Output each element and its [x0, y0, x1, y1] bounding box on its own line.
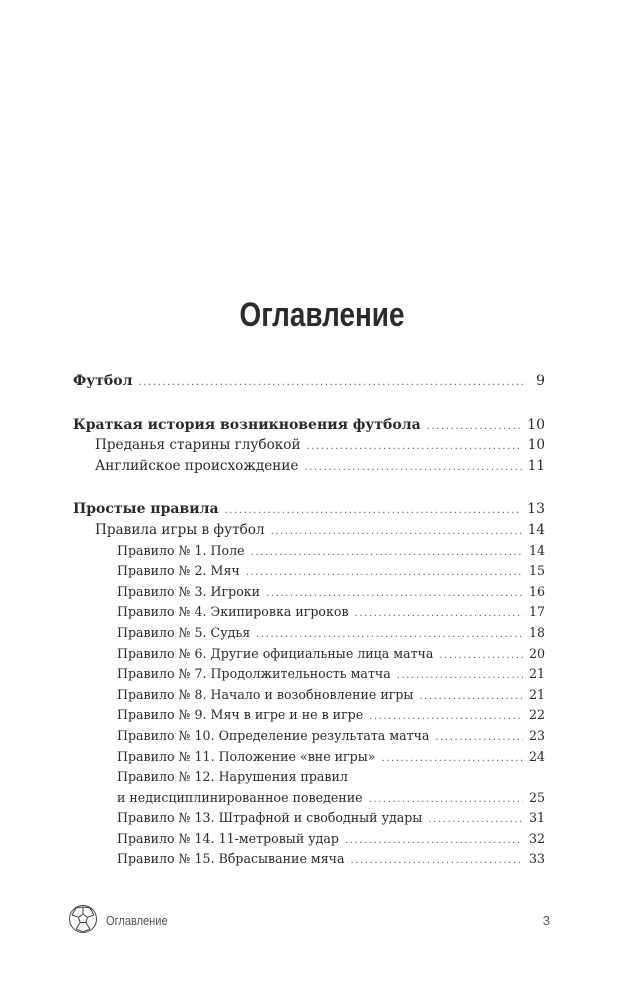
toc-entry[interactable]: Правило № 8. Начало и возобновление игры… — [73, 685, 545, 706]
toc-entry-label: Преданья старины глубокой — [95, 437, 301, 454]
toc-page-number: 17 — [528, 604, 545, 620]
toc-entry-label: Правило № 4. Экипировка игроков — [117, 604, 349, 620]
toc-page-number: 11 — [527, 457, 545, 474]
page-title: Оглавление — [239, 296, 405, 334]
toc-entry-label: Правило № 5. Судья — [117, 624, 251, 640]
soccer-ball-icon — [68, 904, 98, 937]
page-footer: Оглавление 3 — [68, 904, 550, 937]
dot-leader — [251, 543, 523, 564]
toc-entry-label: и недисциплинированное поведение — [117, 789, 363, 805]
dot-leader — [397, 666, 523, 687]
toc-entry-label: Правило № 7. Продолжительность матча — [117, 666, 391, 682]
toc-page-number: 22 — [528, 707, 545, 723]
toc-entry-label: Краткая история возникновения футбола — [73, 416, 421, 433]
toc-entry[interactable]: Английское происхождение 11 — [73, 456, 545, 477]
toc-page-number: 14 — [528, 542, 545, 558]
dot-leader — [271, 522, 522, 543]
footer-section-title: Оглавление — [106, 912, 168, 928]
toc-entry[interactable]: Правило № 12. Нарушения правил — [73, 767, 545, 788]
toc-page-number: 10 — [527, 416, 545, 433]
toc-entry[interactable]: Правило № 14. 11-метровый удар 32 — [73, 829, 545, 850]
toc-page-number: 33 — [528, 851, 545, 867]
dot-leader — [246, 563, 523, 584]
toc-entry-label: Правило № 12. Нарушения правил — [117, 769, 348, 785]
dot-leader — [427, 417, 522, 438]
toc-page-number: 20 — [528, 645, 545, 661]
dot-leader — [345, 831, 523, 852]
toc-entry[interactable]: Правило № 10. Определение результата мат… — [73, 726, 545, 747]
toc-entry-label: Правило № 3. Игроки — [117, 583, 261, 599]
dot-leader — [435, 728, 523, 749]
toc-entry[interactable]: Правило № 15. Вбрасывание мяча 33 — [73, 849, 545, 870]
toc-page-number: 21 — [528, 686, 545, 702]
toc-entry-label: Правило № 14. 11-метровый удар — [117, 830, 339, 846]
toc-page-number: 10 — [527, 437, 545, 454]
table-of-contents: Футбол 9 Краткая история возникновения фут… — [73, 371, 545, 870]
page-number: 3 — [542, 912, 550, 928]
toc-entry[interactable]: Правило № 1. Поле 14 — [73, 541, 545, 562]
toc-page-number: 21 — [528, 666, 545, 682]
dot-leader — [369, 707, 523, 728]
toc-entry[interactable]: Правило № 11. Положение «вне игры» 24 — [73, 747, 545, 768]
dot-leader — [138, 373, 525, 394]
toc-entry[interactable]: Простые правила 13 — [73, 499, 545, 520]
toc-entry-label: Правило № 11. Положение «вне игры» — [117, 748, 376, 764]
toc-entry[interactable]: Краткая история возникновения футбола 10 — [73, 415, 545, 436]
toc-entry-label: Правило № 1. Поле — [117, 542, 245, 558]
toc-entry-label: Правило № 10. Определение результата мат… — [117, 727, 430, 743]
dot-leader — [428, 810, 523, 831]
toc-page-number: 32 — [528, 830, 545, 846]
dot-leader — [304, 458, 521, 479]
toc-entry[interactable]: Правило № 9. Мяч в игре и не в игре 22 — [73, 705, 545, 726]
dot-leader — [369, 790, 523, 811]
toc-page-number: 15 — [528, 563, 545, 579]
toc-page-number: 23 — [528, 727, 545, 743]
dot-leader — [266, 584, 523, 605]
toc-page-number: 16 — [528, 583, 545, 599]
toc-entry-label: Правило № 8. Начало и возобновление игры — [117, 686, 414, 702]
toc-page-number: 9 — [536, 373, 545, 389]
dot-leader — [307, 437, 522, 458]
dot-leader — [225, 501, 522, 522]
toc-entry[interactable]: Правило № 5. Судья 18 — [73, 623, 545, 644]
toc-entry-label: Футбол — [73, 373, 133, 389]
toc-entry-label: Правило № 13. Штрафной и свободный удары — [117, 810, 423, 826]
dot-leader — [419, 687, 523, 708]
toc-entry[interactable]: Преданья старины глубокой 10 — [73, 435, 545, 456]
toc-page-number: 24 — [528, 748, 545, 764]
toc-entry-label: Правила игры в футбол — [95, 521, 265, 538]
toc-entry[interactable]: и недисциплинированное поведение 25 — [73, 788, 545, 809]
toc-page-number: 13 — [527, 501, 545, 518]
toc-entry-label: Простые правила — [73, 501, 219, 518]
toc-entry[interactable]: Футбол 9 — [73, 371, 545, 392]
toc-entry[interactable]: Правила игры в футбол 14 — [73, 520, 545, 541]
toc-entry[interactable]: Правило № 6. Другие официальные лица мат… — [73, 644, 545, 665]
dot-leader — [439, 646, 523, 667]
toc-entry-label: Правило № 2. Мяч — [117, 563, 240, 579]
dot-leader — [355, 604, 523, 625]
toc-page-number: 25 — [528, 789, 545, 805]
toc-entry-label: Английское происхождение — [95, 457, 299, 474]
toc-entry-label: Правило № 15. Вбрасывание мяча — [117, 851, 345, 867]
dot-leader — [350, 851, 522, 872]
toc-entry[interactable]: Правило № 3. Игроки 16 — [73, 582, 545, 603]
toc-entry[interactable]: Правило № 13. Штрафной и свободный удары… — [73, 808, 545, 829]
dot-leader — [256, 625, 523, 646]
dot-leader — [381, 749, 523, 770]
toc-page-number: 18 — [528, 624, 545, 640]
toc-entry-label: Правило № 9. Мяч в игре и не в игре — [117, 707, 364, 723]
toc-entry[interactable]: Правило № 2. Мяч 15 — [73, 561, 545, 582]
toc-entry-label: Правило № 6. Другие официальные лица мат… — [117, 645, 434, 661]
toc-page-number: 14 — [527, 521, 545, 538]
toc-entry[interactable]: Правило № 7. Продолжительность матча 21 — [73, 664, 545, 685]
toc-page-number: 31 — [528, 810, 545, 826]
toc-entry[interactable]: Правило № 4. Экипировка игроков 17 — [73, 602, 545, 623]
